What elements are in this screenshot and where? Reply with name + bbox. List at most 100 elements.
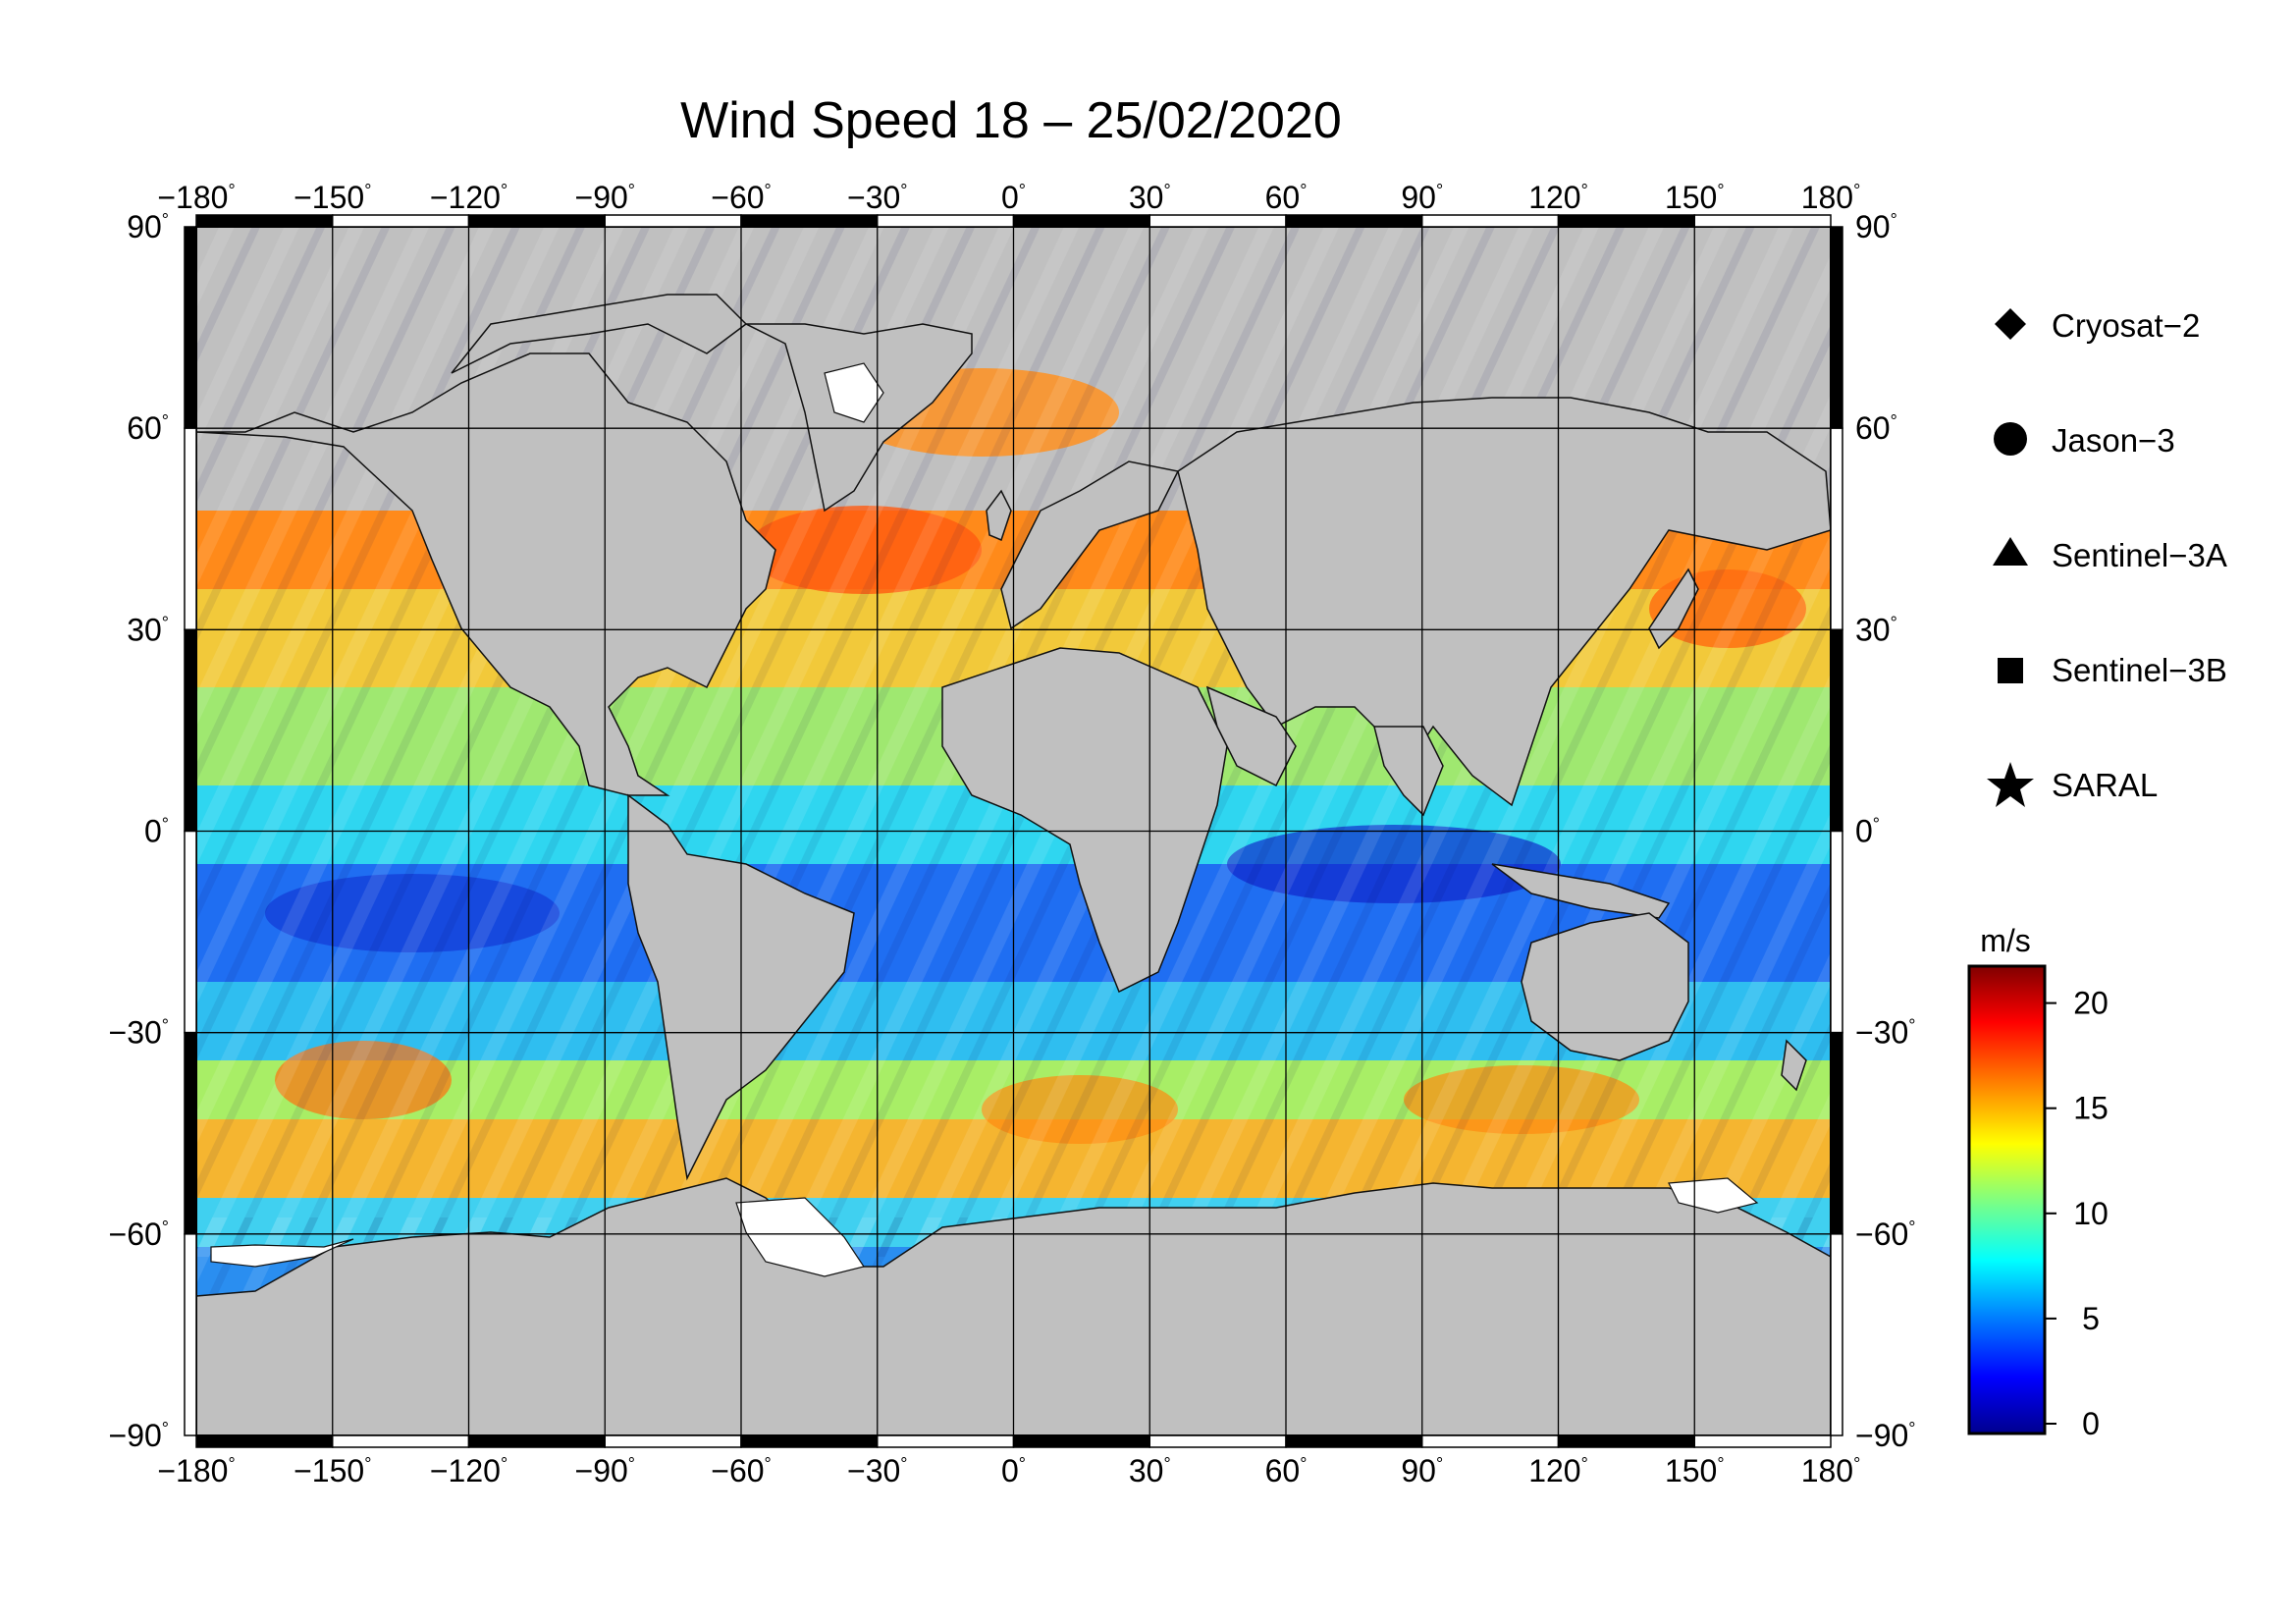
colorbar-tick-label: 0 — [2082, 1406, 2100, 1441]
border-segment-right — [1830, 1031, 1843, 1235]
map-border-bars — [184, 214, 1843, 1448]
latitude-tick-label: −60° — [109, 1217, 169, 1252]
longitude-tick-label: 30° — [1129, 180, 1171, 215]
longitude-tick-label: −150° — [294, 180, 371, 215]
north-america — [196, 352, 776, 796]
new-zealand — [1781, 1039, 1807, 1092]
legend-item-jason3: Jason−3 — [1994, 422, 2175, 459]
longitude-tick-label: 90° — [1401, 1453, 1443, 1488]
border-segment-left — [184, 628, 197, 833]
border-segment-bottom — [604, 1434, 742, 1448]
arabia — [1205, 685, 1297, 787]
latitude-tick-label: 0° — [144, 814, 169, 849]
latitude-tick-label: −90° — [109, 1418, 169, 1453]
ice-shelves — [210, 362, 1759, 1277]
longitude-tick-label: 180° — [1801, 180, 1861, 215]
border-segment-top — [877, 214, 1015, 228]
legend-item-sentinel3a: Sentinel−3A — [1993, 537, 2227, 573]
colorbar-tick-label: 10 — [2073, 1196, 2109, 1231]
border-segment-top — [604, 214, 742, 228]
legend-label: Cryosat−2 — [2052, 307, 2200, 344]
arctic-archipelago — [451, 294, 748, 374]
latitude-tick-label: −60° — [1855, 1217, 1915, 1252]
longitude-labels-bottom: −180° −150° −120° −90° −60° −30° 0° 30° 60° 90° 12… — [157, 1453, 1860, 1488]
square-icon — [1998, 658, 2023, 683]
graticule — [196, 227, 1831, 1435]
indonesia — [1491, 863, 1671, 919]
star-icon — [1987, 762, 2034, 807]
latitude-tick-label: 30° — [127, 612, 169, 647]
colorbar-gradient — [1967, 964, 2047, 1435]
legend-label: Sentinel−3B — [2052, 652, 2227, 688]
border-segment-top — [467, 214, 606, 228]
border-segment-top — [1421, 214, 1560, 228]
longitude-tick-label: 120° — [1528, 180, 1588, 215]
border-segment-bottom — [1148, 1434, 1287, 1448]
europe — [1000, 460, 1180, 630]
legend-label: Sentinel−3A — [2052, 537, 2227, 573]
latitude-tick-label: −30° — [109, 1015, 169, 1051]
border-segment-bottom — [1693, 1434, 1832, 1448]
longitude-tick-label: 0° — [1001, 180, 1026, 215]
border-segment-left — [184, 1233, 197, 1436]
longitude-tick-label: −90° — [575, 1453, 635, 1488]
latitude-tick-label: 90° — [127, 209, 169, 244]
map-title: Wind Speed 18 – 25/02/2020 — [680, 92, 1342, 149]
longitude-tick-label: −30° — [847, 180, 907, 215]
border-segment-bottom — [877, 1434, 1015, 1448]
longitude-tick-label: −60° — [711, 180, 771, 215]
colorbar-ticks: 20 15 10 5 0 — [2045, 986, 2109, 1441]
colorbar-tick-label: 15 — [2073, 1091, 2109, 1126]
colorbar: m/s 20 15 10 5 0 — [1967, 923, 2109, 1441]
longitude-tick-label: 0° — [1001, 1453, 1026, 1488]
longitude-tick-label: −120° — [430, 180, 507, 215]
latitude-tick-label: 60° — [127, 410, 169, 446]
border-segment-bottom — [1557, 1434, 1695, 1448]
latitude-labels-right: 90° 60° 30° 0° −30° −60° −90° — [1855, 209, 1915, 1453]
border-segment-top — [1285, 214, 1423, 228]
colorbar-tick-label: 20 — [2073, 986, 2109, 1021]
border-segment-top — [195, 214, 334, 228]
border-segment-right — [1830, 1233, 1843, 1436]
longitude-tick-label: −120° — [430, 1453, 507, 1488]
border-segment-left — [184, 226, 197, 429]
border-segment-right — [1830, 830, 1843, 1034]
border-segment-bottom — [1012, 1434, 1150, 1448]
legend-item-cryosat2: Cryosat−2 — [1995, 307, 2200, 344]
border-segment-bottom — [1421, 1434, 1560, 1448]
japan — [1648, 568, 1699, 650]
latitude-labels-left: 90° 60° 30° 0° −30° −60° −90° — [109, 209, 169, 1453]
longitude-tick-label: −90° — [575, 180, 635, 215]
longitude-tick-label: −60° — [711, 1453, 771, 1488]
longitude-tick-label: 150° — [1665, 180, 1725, 215]
border-segment-left — [184, 1031, 197, 1235]
border-segment-top — [1012, 214, 1150, 228]
longitude-tick-label: 30° — [1129, 1453, 1171, 1488]
longitude-tick-label: −180° — [157, 1453, 235, 1488]
border-segment-bottom — [195, 1434, 334, 1448]
longitude-tick-label: 60° — [1265, 1453, 1308, 1488]
longitude-labels-top: −180° −150° −120° −90° −60° −30° 0° 30° 60° 90° 12… — [157, 180, 1860, 215]
longitude-tick-label: 60° — [1265, 180, 1308, 215]
border-segment-top — [1148, 214, 1287, 228]
border-segment-bottom — [467, 1434, 606, 1448]
border-segment-top — [1557, 214, 1695, 228]
border-segment-bottom — [1285, 1434, 1423, 1448]
latitude-tick-label: 90° — [1855, 209, 1897, 244]
india — [1373, 726, 1444, 817]
legend-item-saral: SARAL — [1987, 762, 2158, 807]
latitude-tick-label: 30° — [1855, 612, 1897, 647]
latitude-tick-label: −90° — [1855, 1418, 1915, 1453]
legend-label: SARAL — [2052, 767, 2158, 803]
legend-item-sentinel3b: Sentinel−3B — [1998, 652, 2227, 688]
latitude-tick-label: 60° — [1855, 410, 1897, 446]
border-segment-left — [184, 427, 197, 631]
border-segment-right — [1830, 628, 1843, 833]
colorbar-tick-label: 5 — [2082, 1301, 2100, 1336]
longitude-tick-label: −180° — [157, 180, 235, 215]
triangle-icon — [1993, 537, 2028, 566]
border-segment-left — [184, 830, 197, 1034]
border-segment-bottom — [740, 1434, 879, 1448]
longitude-tick-label: 150° — [1665, 1453, 1725, 1488]
